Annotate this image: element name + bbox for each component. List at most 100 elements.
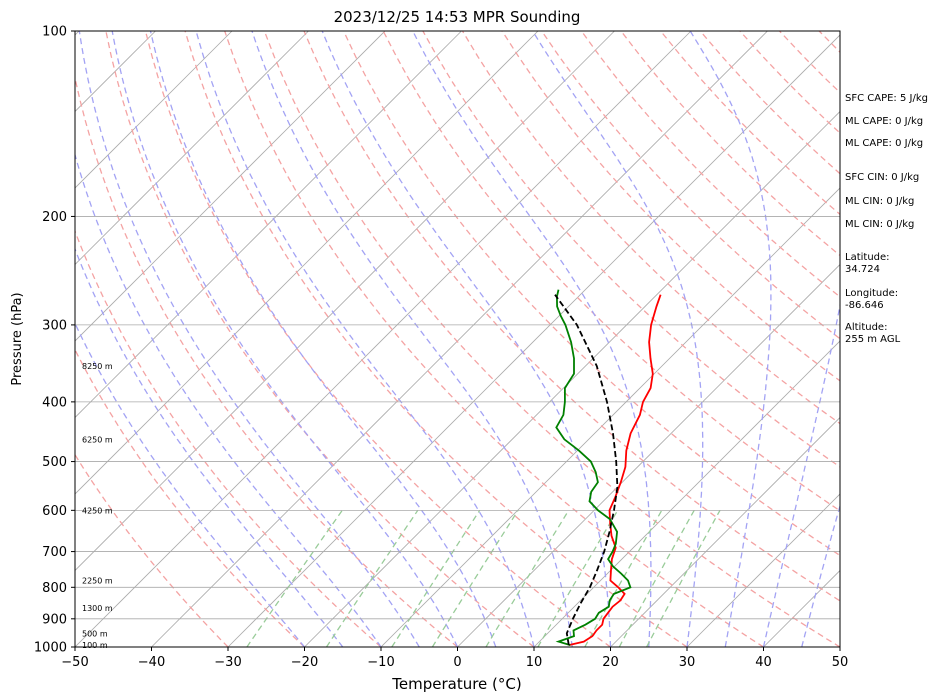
moist-adiabat-line: [412, 31, 652, 647]
x-axis-label: Temperature (°C): [391, 675, 521, 693]
dry-adiabat-line: [144, 31, 611, 647]
x-tick-label: −50: [61, 655, 88, 670]
isotherm-line: [75, 31, 462, 419]
mixing-ratio-line: [646, 509, 721, 647]
x-tick-label: −10: [367, 655, 394, 670]
y-tick-label: 800: [42, 581, 67, 596]
dry-adiabat-line: [75, 348, 305, 647]
dry-adiabat-line: [224, 31, 764, 647]
y-tick-label: 600: [42, 504, 67, 519]
grid: [75, 30, 840, 648]
dry-adiabat-line: [105, 31, 535, 647]
isotherm-line: [75, 31, 615, 572]
isotherm-line: [75, 31, 386, 342]
height-label: 100 m: [82, 641, 108, 650]
moist-adiabat-line: [195, 31, 535, 647]
moist-adiabat-line: [149, 31, 497, 647]
ml-cape-text: ML CAPE: 0 J/kg: [845, 116, 924, 127]
dry-adiabat-line: [75, 453, 229, 647]
background-lines: [75, 31, 840, 647]
mixing-ratio-line: [584, 509, 663, 647]
longitude-value: -86.646: [845, 300, 884, 311]
y-tick-label: 700: [42, 545, 67, 560]
isotherm-line: [75, 31, 539, 495]
dry-adiabat-line: [263, 31, 840, 647]
plot-frame: [74, 30, 841, 648]
height-label: 4250 m: [82, 506, 113, 515]
moist-adiabat-line: [75, 247, 344, 647]
temperature-line: [568, 294, 662, 646]
y-tick-label: 300: [42, 318, 67, 333]
moist-adiabat-line: [689, 31, 772, 647]
y-tick-label: 100: [42, 25, 67, 40]
mixing-ratio-line: [246, 509, 343, 647]
isotherm-line: [304, 110, 840, 647]
x-tick-label: −20: [291, 655, 318, 670]
height-label: 6250 m: [82, 435, 113, 444]
dewpoint-line: [555, 289, 632, 646]
dry-adiabat-line: [75, 229, 382, 647]
y-tick-label: 400: [42, 395, 67, 410]
height-labels: 8250 m 6250 m 4250 m 2250 m 1300 m 500 m 100 m: [82, 362, 113, 650]
moist-adiabat-line: [78, 31, 420, 647]
isotherm-line: [380, 187, 840, 647]
moist-adiabat-line: [532, 31, 704, 647]
latitude-label: Latitude:: [845, 252, 890, 263]
ml-cin-text-2: ML CIN: 0 J/kg: [845, 219, 915, 230]
x-tick-label: 20: [602, 655, 619, 670]
latitude-value: 34.724: [845, 264, 880, 275]
dry-adiabat-line: [75, 75, 458, 647]
moist-adiabat-line: [321, 31, 612, 647]
longitude-label: Longitude:: [845, 288, 899, 299]
height-label: 2250 m: [82, 577, 113, 586]
x-tick-label: 40: [755, 655, 772, 670]
isotherm-line: [686, 493, 840, 647]
moist-adiabat-line: [75, 152, 382, 647]
y-tick-label: 1000: [34, 641, 67, 656]
moist-adiabat-line: [111, 31, 459, 647]
y-tick-label: 200: [42, 210, 67, 225]
height-label: 500 m: [82, 629, 108, 638]
altitude-value: 255 m AGL: [845, 334, 901, 345]
isotherm-line: [457, 263, 840, 647]
mixing-ratio-line: [618, 509, 695, 647]
x-tick-label: 50: [832, 655, 849, 670]
isotherm-line: [227, 34, 840, 647]
dry-adiabat-line: [382, 31, 840, 512]
x-tick-label: −40: [138, 655, 165, 670]
ml-cin-text: ML CIN: 0 J/kg: [845, 196, 915, 207]
isotherm-line: [75, 31, 309, 266]
sfc-cape-text: SFC CAPE: 5 J/kg: [845, 93, 928, 104]
x-tick-label: −30: [214, 655, 241, 670]
moist-adiabat-line: [251, 31, 573, 647]
dry-adiabat-line: [422, 31, 840, 468]
x-tick-label: 0: [453, 655, 461, 670]
sfc-cin-text: SFC CIN: 0 J/kg: [845, 172, 920, 183]
altitude-label: Altitude:: [845, 322, 888, 333]
moist-adiabat-line: [801, 503, 840, 647]
parcel-path-line: [554, 294, 619, 646]
x-tick-label: 30: [679, 655, 696, 670]
mixing-ratio-line: [485, 509, 570, 647]
ml-cape-text-2: ML CAPE: 0 J/kg: [845, 138, 924, 149]
height-label: 8250 m: [82, 362, 113, 371]
dry-adiabat-line: [343, 31, 840, 557]
mixing-ratio-line: [431, 509, 519, 647]
isotherm-line: [151, 31, 768, 647]
dry-adiabat-line: [303, 31, 840, 602]
isotherm-line: [533, 340, 840, 647]
isotherm-line: [75, 31, 233, 189]
height-label: 1300 m: [82, 604, 113, 613]
isotherm-line: [610, 416, 840, 647]
isotherm-line: [75, 31, 692, 647]
dry-adiabat-line: [580, 31, 840, 298]
chart-title: 2023/12/25 14:53 MPR Sounding: [334, 8, 581, 26]
y-axis-label: Pressure (hPa): [10, 292, 25, 385]
x-tick-label: 10: [526, 655, 543, 670]
mixing-ratio-line: [537, 509, 619, 647]
y-tick-label: 900: [42, 612, 67, 627]
dry-adiabat-line: [184, 31, 688, 647]
series-layer: [554, 289, 662, 646]
